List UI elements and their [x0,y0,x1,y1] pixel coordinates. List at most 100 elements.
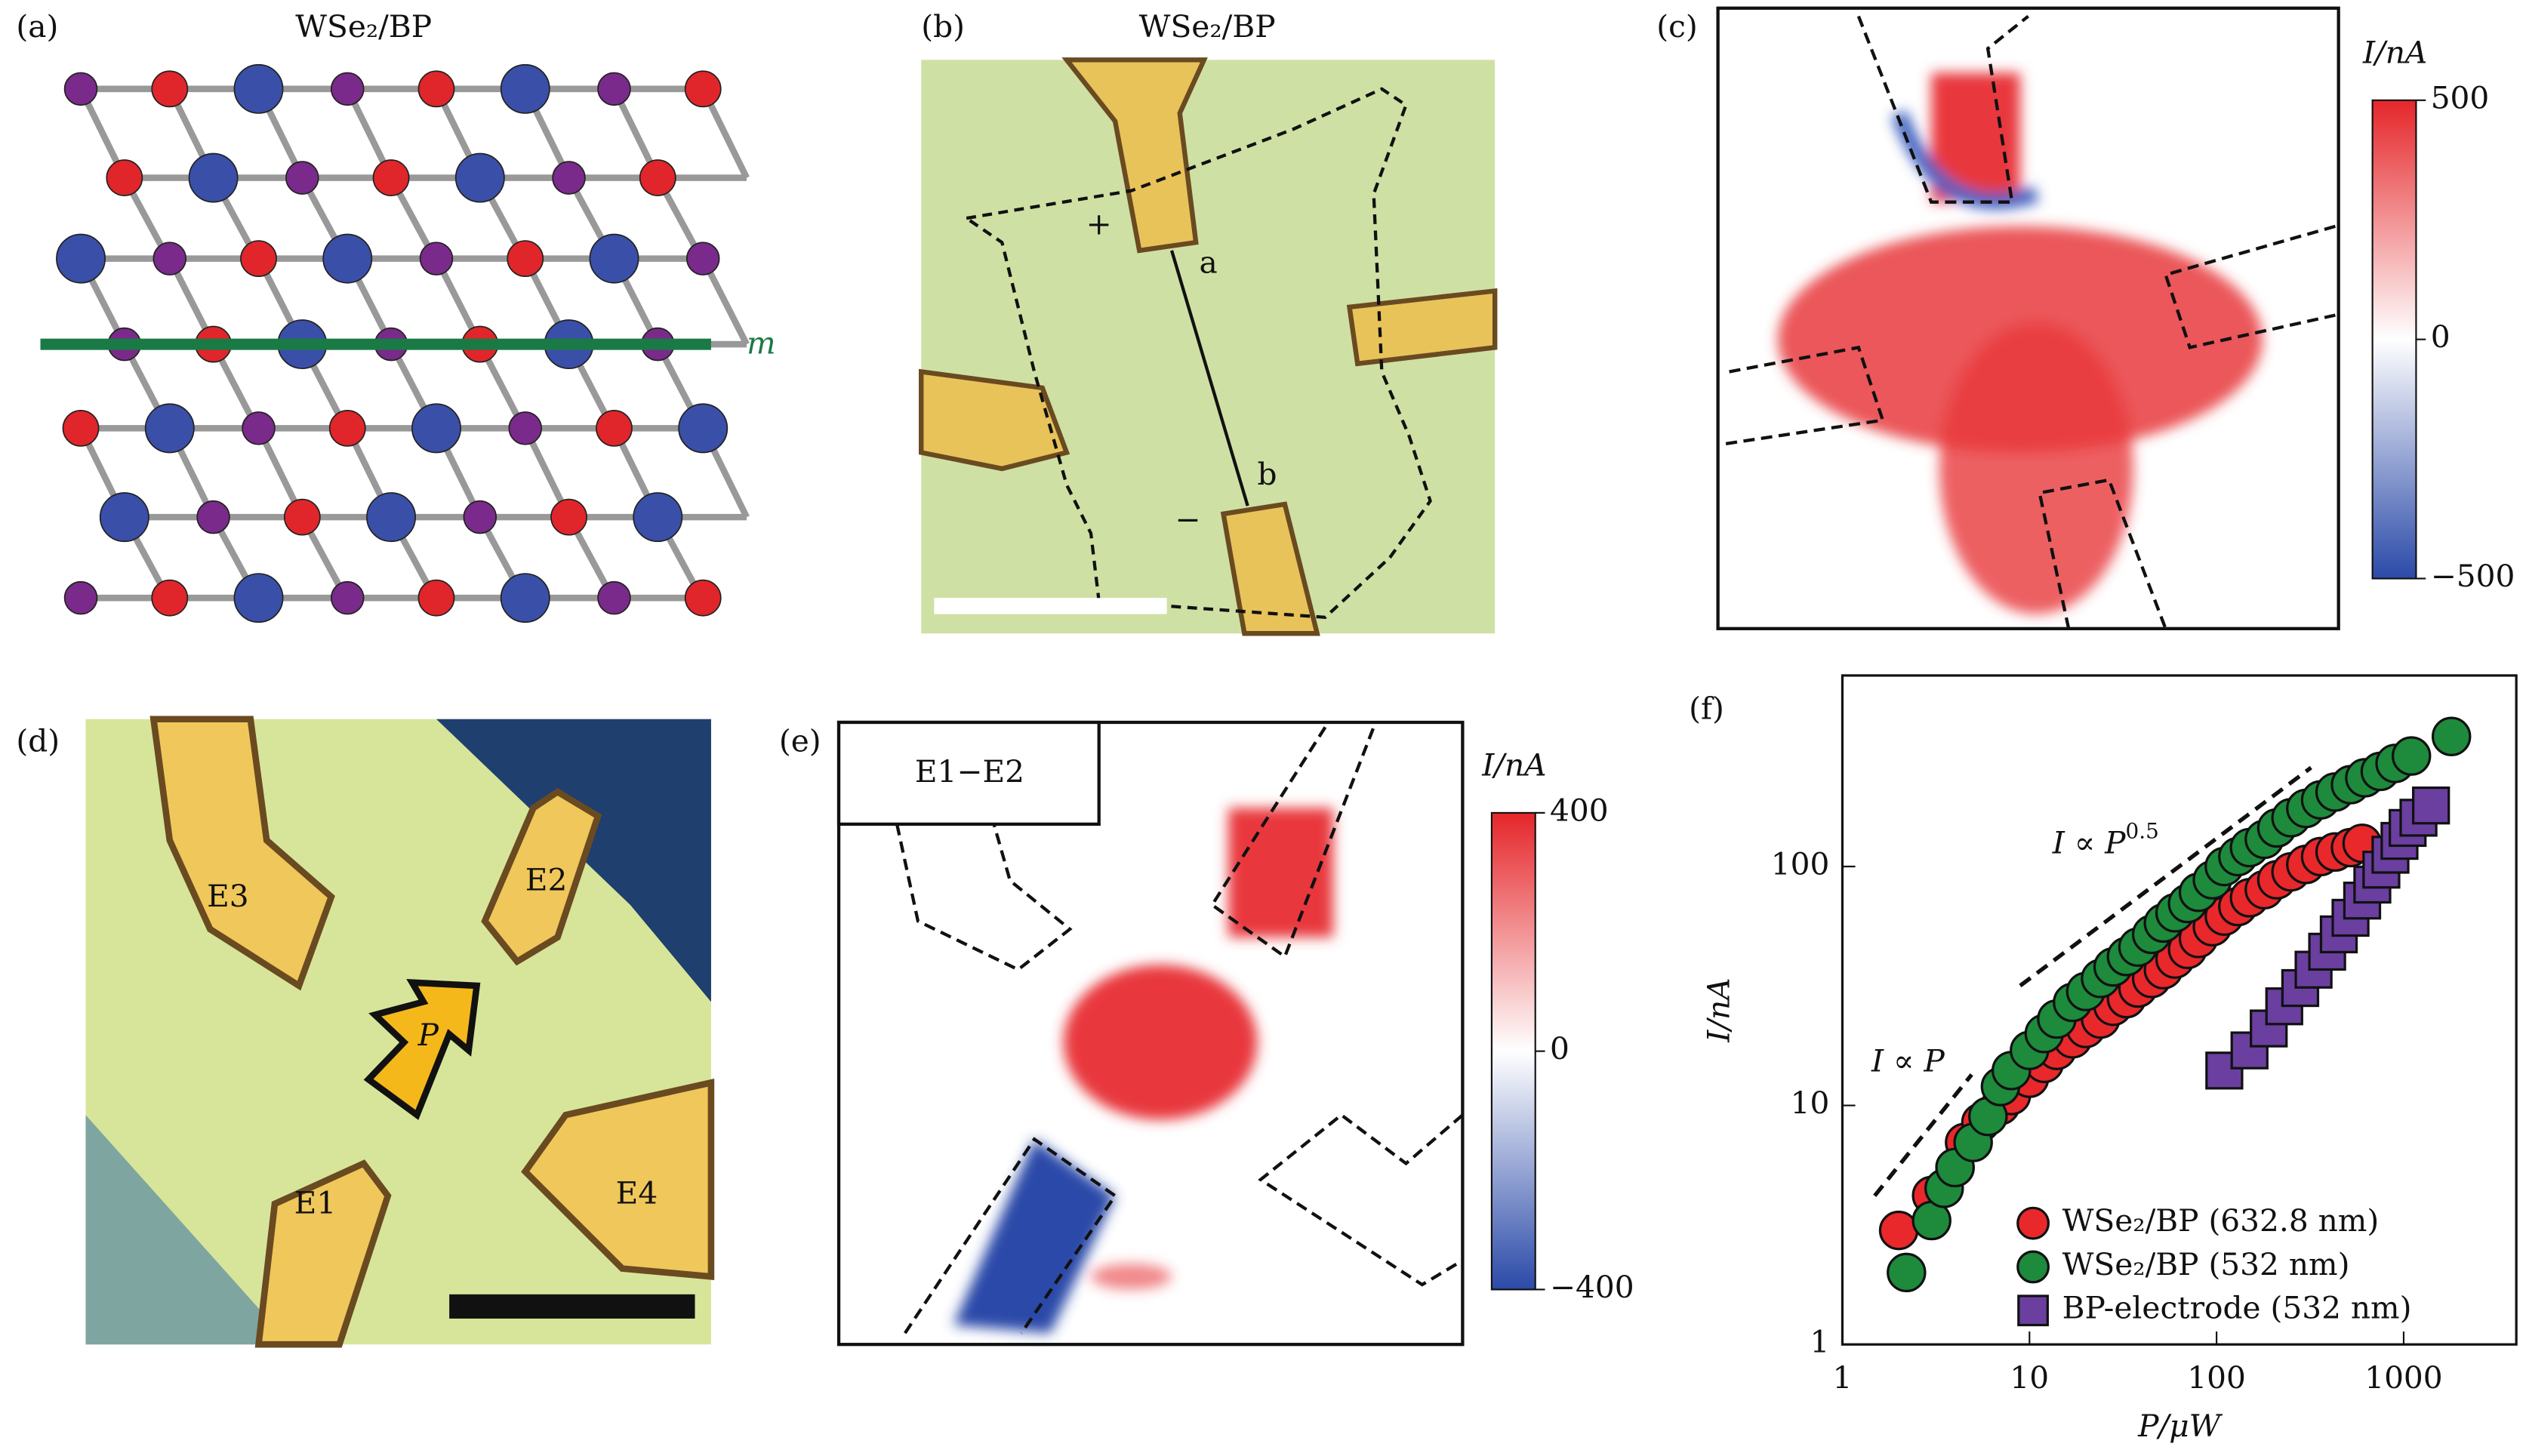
atom [283,498,321,536]
signal [953,808,1334,1334]
x-tick-label: 10 [2010,1359,2049,1396]
electrode [1220,501,1320,636]
electrode [1346,288,1498,367]
panel-label: (a) [16,8,58,45]
signal-blob [1091,1264,1172,1290]
electrode-label: E1 [294,1185,337,1221]
atom [550,498,587,536]
atom [151,70,189,108]
electrode-outline [1720,345,1885,446]
annotation: I ∝ P0.5 [2052,818,2159,860]
colorbar-tick-label: 0 [2431,319,2451,355]
atom [188,152,239,203]
electrode [521,1079,715,1280]
x-axis-label: P/μW [2137,1408,2223,1444]
atom [328,409,366,447]
electrode [919,368,1070,472]
panel-label: (d) [16,722,60,759]
atom [106,159,143,196]
colorbar [2371,99,2417,580]
polarity-label: + [1086,205,1112,242]
atom [463,500,497,534]
electrode-outline [895,823,1073,972]
panel-title: WSe₂/BP [295,8,432,45]
signal-blob [1228,808,1334,937]
legend-label: WSe₂/BP (532 nm) [2062,1246,2350,1282]
atom [330,580,365,615]
atom [152,242,187,276]
scale-bar [449,1294,695,1319]
electrode-label: E3 [207,878,249,914]
atom [589,233,639,284]
colorbar-title: I/nA [2362,34,2427,70]
atom [596,409,633,447]
atom [233,63,284,114]
electrode [1061,57,1208,254]
atom [322,233,373,284]
atom [454,152,505,203]
atom [417,579,455,617]
annotation-text: I ∝ P [2052,824,2126,860]
marker [2431,716,2472,756]
electrode-outline [1209,726,1375,959]
atom [685,242,720,276]
fit-line [1873,1073,1973,1197]
electrode-outline [1258,1113,1464,1287]
electrode-outline [2038,478,2167,629]
colorbar-tick-label: 400 [1550,792,1609,828]
legend-marker [2016,1250,2050,1284]
signal-blob [1063,965,1258,1120]
y-tick-label: 10 [1791,1085,1830,1121]
inset-box [836,720,1101,827]
signal [1777,72,2263,614]
legend-label: WSe₂/BP (632.8 nm) [2062,1202,2380,1239]
atom [366,492,417,543]
electrode [481,787,602,966]
colorbar-tick-label: 0 [1550,1030,1570,1067]
atom [233,573,284,623]
arrow-label: P [417,1017,439,1053]
marker [2412,786,2451,825]
panel-label: (c) [1656,8,1697,45]
electrode-outline [904,1137,1118,1334]
atom [633,492,683,543]
fit-line [2019,765,2312,988]
y-tick-label: 1 [1810,1324,1829,1360]
polarization-arrow [363,978,481,1120]
signal-blob [1939,323,2133,614]
atom [684,70,722,108]
electrode-outline [1856,14,2029,204]
annotation: I ∝ P [1871,1042,1945,1079]
atom [63,580,98,615]
atom [372,159,410,196]
electrode [254,1159,392,1348]
atom [411,403,461,454]
point-label: a [1199,245,1217,281]
atom [507,240,544,278]
atom [242,411,276,445]
atom [56,233,106,284]
electrode [149,716,335,991]
electrode-label: E2 [525,861,568,897]
panel-label: (e) [779,722,821,759]
y-axis-label: I/nA [1700,977,1736,1042]
atom [678,403,729,454]
x-tick-label: 1 [1833,1359,1853,1396]
electrode-label: E4 [616,1175,658,1211]
y-tick-label: 100 [1771,845,1830,882]
panel-label: (f) [1689,691,1724,727]
colorbar-title: I/nA [1481,746,1546,783]
atom [240,240,277,278]
atom [552,161,586,195]
panel-title: WSe₂/BP [1139,8,1276,45]
annotation-exponent: 0.5 [2126,818,2159,843]
atom [62,409,100,447]
plot-frame [1841,674,2518,1346]
legend-label: BP-electrode (532 nm) [2062,1290,2412,1326]
annotation-text: I ∝ P [1871,1042,1945,1079]
marker [2391,736,2432,776]
atom [508,411,543,445]
atom [597,72,631,106]
